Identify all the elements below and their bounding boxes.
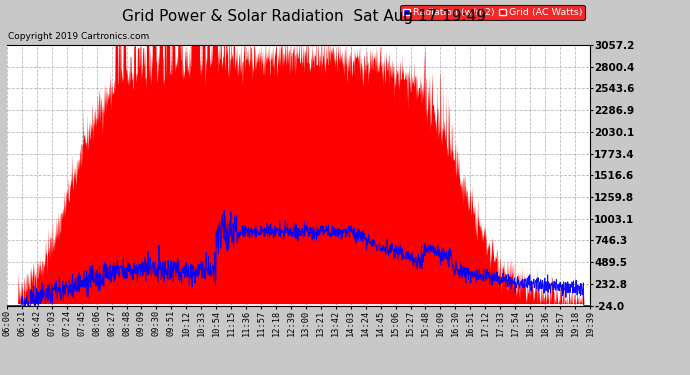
Text: Copyright 2019 Cartronics.com: Copyright 2019 Cartronics.com: [8, 32, 150, 41]
Text: Grid Power & Solar Radiation  Sat Aug 17 19:49: Grid Power & Solar Radiation Sat Aug 17 …: [121, 9, 486, 24]
Legend: Radiation (w/m2), Grid (AC Watts): Radiation (w/m2), Grid (AC Watts): [400, 5, 585, 20]
